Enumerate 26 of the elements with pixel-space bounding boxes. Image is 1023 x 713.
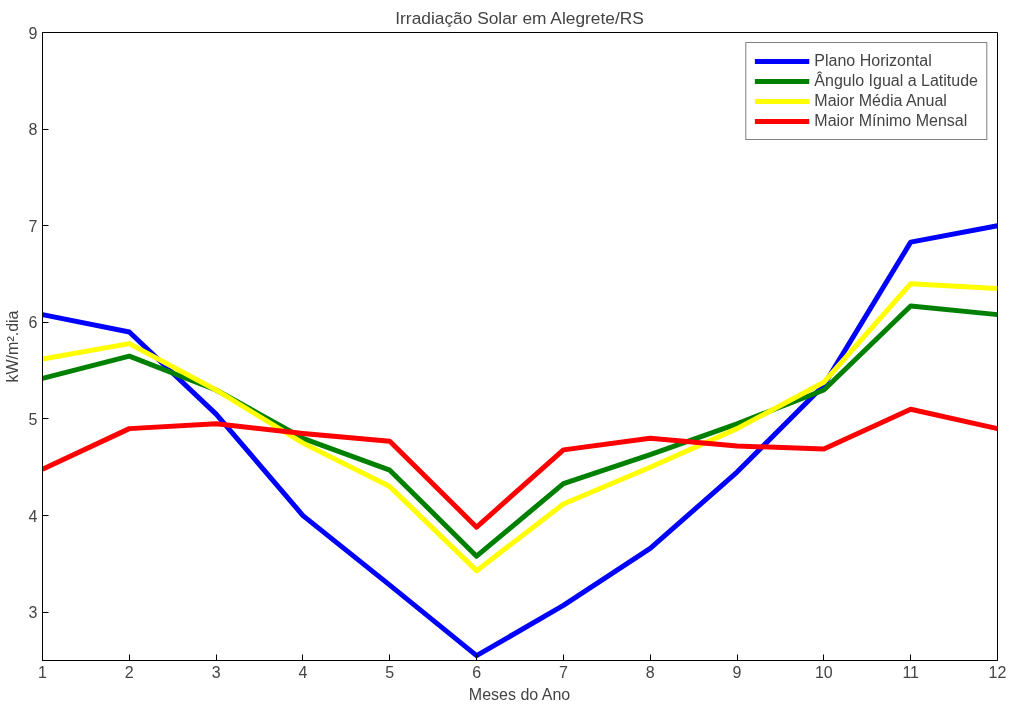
- y-tick-label: 9: [28, 24, 38, 42]
- x-tick-label: 1: [38, 663, 48, 681]
- x-axis-title: Meses do Ano: [468, 685, 571, 703]
- y-tick-label: 4: [28, 507, 38, 525]
- x-tick-label: 10: [814, 663, 833, 681]
- x-tick-label: 8: [645, 663, 655, 681]
- y-axis-title: kW/m².dia: [3, 310, 21, 383]
- x-tick-label: 12: [988, 663, 1007, 681]
- y-tick-label: 3: [28, 604, 38, 622]
- legend-label: Maior Mínimo Mensal: [814, 112, 968, 130]
- x-tick-label: 9: [732, 663, 742, 681]
- legend-label: Plano Horizontal: [814, 52, 932, 70]
- y-tick-label: 7: [28, 217, 38, 235]
- legend-label: Ângulo Igual a Latitude: [814, 72, 978, 90]
- x-tick-label: 6: [472, 663, 482, 681]
- y-tick-label: 8: [28, 121, 38, 139]
- y-tick-label: 6: [28, 314, 38, 332]
- y-tick-label: 5: [28, 410, 38, 428]
- x-tick-label: 3: [211, 663, 221, 681]
- x-tick-label: 11: [902, 663, 920, 681]
- x-tick-label: 4: [298, 663, 308, 681]
- chart-title: Irradiação Solar em Alegrete/RS: [395, 7, 644, 28]
- x-tick-label: 5: [385, 663, 395, 681]
- x-tick-label: 7: [558, 663, 568, 681]
- legend-label: Maior Média Anual: [814, 92, 947, 110]
- x-tick-label: 2: [124, 663, 134, 681]
